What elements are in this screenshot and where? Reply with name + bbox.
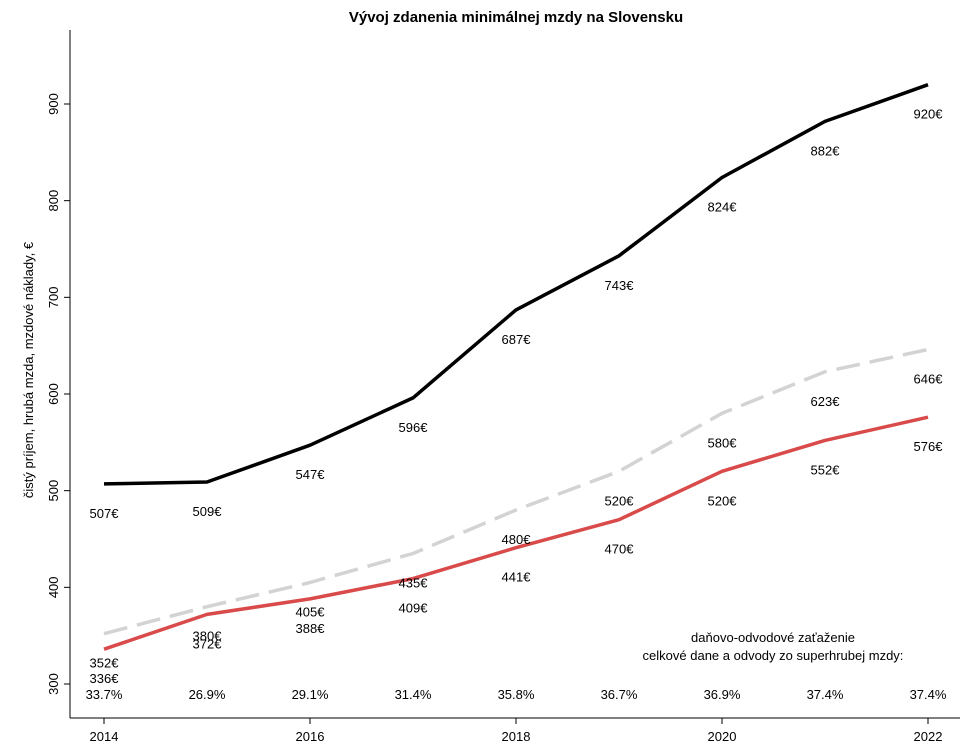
x-tick-label: 2022 bbox=[914, 729, 943, 744]
data-label: 435€ bbox=[399, 576, 429, 591]
data-label: 623€ bbox=[811, 394, 841, 409]
data-labels: 507€ 509€ 547€ 596€ 687€ 743€ 824€ 882€ 920€ 352€… bbox=[90, 107, 944, 687]
data-label: 509€ bbox=[193, 504, 223, 519]
data-label: 743€ bbox=[605, 278, 635, 293]
series-line-0 bbox=[103, 83, 929, 486]
burden-row: 33.7% 26.9% 29.1% 31.4% 35.8% 36.7% 36.9% 37.4%… bbox=[86, 687, 947, 702]
burden-value: 33.7% bbox=[86, 687, 123, 702]
burden-value: 31.4% bbox=[395, 687, 432, 702]
burden-value: 26.9% bbox=[189, 687, 226, 702]
data-label: 596€ bbox=[399, 420, 429, 435]
x-tick-label: 2018 bbox=[502, 729, 531, 744]
data-label: 470€ bbox=[605, 542, 635, 557]
burden-note-line1: daňovo-odvodové zaťaženie bbox=[691, 630, 855, 645]
data-label: 388€ bbox=[296, 621, 326, 636]
data-label: 372€ bbox=[193, 636, 223, 651]
data-label: 507€ bbox=[90, 506, 120, 521]
x-tick-label: 2014 bbox=[90, 729, 119, 744]
y-tick-label: 500 bbox=[46, 480, 61, 502]
series-line-2 bbox=[103, 415, 929, 651]
burden-value: 36.7% bbox=[601, 687, 638, 702]
data-label: 480€ bbox=[502, 532, 532, 547]
y-tick-label: 300 bbox=[46, 673, 61, 695]
data-label: 646€ bbox=[914, 372, 944, 387]
burden-value: 36.9% bbox=[704, 687, 741, 702]
data-label: 441€ bbox=[502, 570, 532, 585]
data-label: 687€ bbox=[502, 332, 532, 347]
data-label: 380€ bbox=[193, 629, 223, 644]
x-tick-label: 2020 bbox=[708, 729, 737, 744]
burden-value: 35.8% bbox=[498, 687, 535, 702]
data-label: 920€ bbox=[914, 107, 944, 122]
burden-note-line2: celkové dane a odvody zo superhrubej mzd… bbox=[643, 648, 904, 663]
y-tick-label: 900 bbox=[46, 93, 61, 115]
data-label: 409€ bbox=[399, 601, 429, 616]
series-line-1 bbox=[103, 347, 929, 636]
series-lines bbox=[103, 83, 929, 651]
chart-title: Vývoj zdanenia minimálnej mzdy na Sloven… bbox=[349, 9, 683, 26]
y-tick-label: 700 bbox=[46, 286, 61, 308]
data-label: 552€ bbox=[811, 462, 841, 477]
data-label: 336€ bbox=[90, 671, 120, 686]
data-label: 352€ bbox=[90, 656, 120, 671]
data-label: 882€ bbox=[811, 143, 841, 158]
x-tick-label: 2016 bbox=[296, 729, 325, 744]
y-tick-label: 400 bbox=[46, 576, 61, 598]
data-label: 520€ bbox=[708, 493, 738, 508]
data-label: 824€ bbox=[708, 199, 738, 214]
burden-value: 29.1% bbox=[292, 687, 329, 702]
data-label: 547€ bbox=[296, 467, 326, 482]
data-label: 520€ bbox=[605, 493, 635, 508]
burden-value: 37.4% bbox=[807, 687, 844, 702]
y-tick-label: 600 bbox=[46, 383, 61, 405]
data-label: 405€ bbox=[296, 605, 326, 620]
data-label: 576€ bbox=[914, 439, 944, 454]
burden-value: 37.4% bbox=[910, 687, 947, 702]
y-axis-title: čistý príjem, hrubá mzda, mzdové náklady… bbox=[21, 241, 36, 498]
data-label: 580€ bbox=[708, 435, 738, 450]
y-tick-label: 800 bbox=[46, 190, 61, 212]
axes: 300 400 500 600 700 800 900 2014 2016 2018 2020 202… bbox=[46, 30, 960, 744]
